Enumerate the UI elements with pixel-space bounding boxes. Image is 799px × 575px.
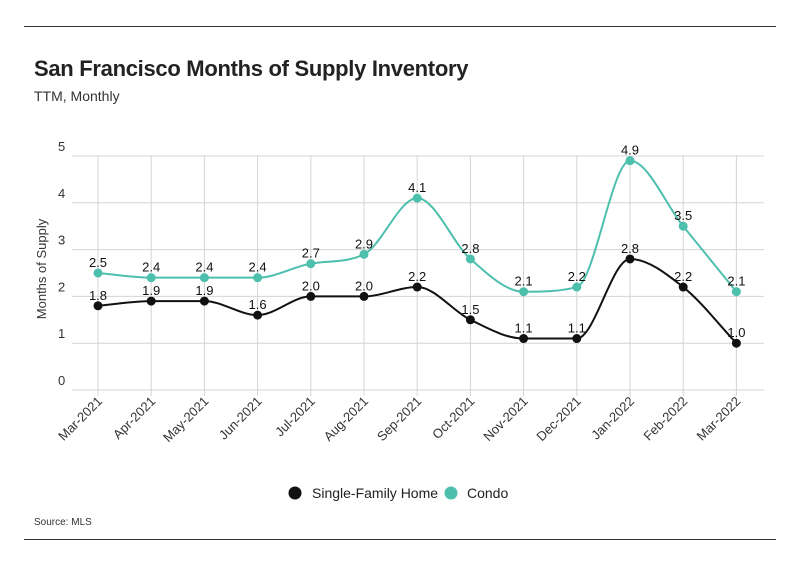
legend-marker-single-family-home [288, 486, 302, 500]
data-label-condo: 2.2 [568, 269, 586, 284]
x-tick-label: May-2021 [160, 394, 211, 445]
x-tick-label: Dec-2021 [533, 394, 583, 444]
data-label-single-family-home: 1.9 [195, 283, 213, 298]
series-group: 1.8 1.9 1.9 1.6 2.0 2.0 2.2 1.5 1.1 1.1 2.8 2.2 1.0 2… [89, 143, 745, 348]
data-label-single-family-home: 1.9 [142, 283, 160, 298]
y-tick-label: 2 [58, 279, 65, 294]
data-label-single-family-home: 2.2 [408, 269, 426, 284]
data-label-condo: 2.4 [249, 260, 267, 275]
legend-marker-condo [444, 486, 458, 500]
point-condo [199, 273, 209, 283]
x-tick-label: Jan-2022 [588, 394, 637, 443]
chart-title: San Francisco Months of Supply Inventory [34, 56, 469, 81]
point-single-family-home [412, 282, 422, 292]
data-label-condo: 4.1 [408, 180, 426, 195]
x-tick-label: Jul-2021 [272, 394, 318, 440]
x-tick-label: Nov-2021 [480, 394, 530, 444]
data-label-condo: 2.1 [515, 274, 533, 289]
point-single-family-home [253, 310, 263, 320]
point-single-family-home [678, 282, 688, 292]
point-condo [465, 254, 475, 264]
point-single-family-home [465, 315, 475, 325]
chart-subtitle: TTM, Monthly [34, 88, 120, 104]
point-condo [359, 249, 369, 259]
x-tick-label: Feb-2022 [640, 394, 690, 444]
point-condo [146, 273, 156, 283]
data-label-condo: 2.9 [355, 236, 373, 251]
y-axis-label: Months of Supply [34, 218, 49, 319]
bottom-rule [24, 539, 776, 540]
legend-label-condo: Condo [467, 485, 508, 501]
data-label-condo: 2.5 [89, 255, 107, 270]
x-tick-label: Aug-2021 [321, 394, 371, 444]
data-label-single-family-home: 1.5 [461, 302, 479, 317]
point-condo [519, 287, 529, 297]
data-label-condo: 2.4 [142, 260, 160, 275]
point-condo [678, 221, 688, 231]
point-condo [731, 287, 741, 297]
data-label-single-family-home: 2.2 [674, 269, 692, 284]
point-single-family-home [625, 254, 635, 264]
point-condo [412, 193, 422, 203]
point-condo [306, 259, 316, 269]
point-condo [625, 156, 635, 166]
y-tick-label: 4 [58, 186, 65, 201]
y-tick-label: 0 [58, 373, 65, 388]
source-note: Source: MLS [34, 517, 92, 528]
x-tick-label: Mar-2022 [694, 394, 744, 444]
x-tick-label: Jun-2021 [216, 394, 265, 443]
x-tick-label: Sep-2021 [374, 394, 424, 444]
data-label-single-family-home: 2.8 [621, 241, 639, 256]
point-condo [572, 282, 582, 292]
data-label-single-family-home: 1.1 [568, 321, 586, 336]
data-label-single-family-home: 2.0 [302, 278, 320, 293]
point-single-family-home [359, 291, 369, 301]
data-label-condo: 2.8 [461, 241, 479, 256]
x-tick-label: Apr-2021 [110, 394, 158, 442]
point-single-family-home [731, 338, 741, 348]
legend-label-single-family-home: Single-Family Home [312, 485, 438, 501]
data-label-single-family-home: 1.0 [727, 325, 745, 340]
y-tick-label: 5 [58, 139, 65, 154]
point-single-family-home [572, 334, 582, 344]
legend: Single-Family Home Condo [288, 485, 508, 501]
x-axis-ticks: Mar-2021 Apr-2021 May-2021 Jun-2021 Jul-2021… [55, 394, 743, 445]
point-single-family-home [93, 301, 103, 311]
y-axis-ticks: 0 1 2 3 4 5 [58, 139, 65, 388]
data-label-single-family-home: 1.6 [249, 297, 267, 312]
y-tick-label: 3 [58, 233, 65, 248]
series-condo: 2.5 2.4 2.4 2.4 2.7 2.9 4.1 2.8 2.1 2.2 4.9 3.5 2.1 [89, 143, 745, 297]
point-condo [253, 273, 263, 283]
point-single-family-home [519, 334, 529, 344]
data-label-single-family-home: 2.0 [355, 278, 373, 293]
data-label-condo: 4.9 [621, 143, 639, 158]
y-tick-label: 1 [58, 326, 65, 341]
data-label-single-family-home: 1.8 [89, 288, 107, 303]
point-single-family-home [199, 296, 209, 306]
data-label-single-family-home: 1.1 [515, 321, 533, 336]
data-label-condo: 2.4 [195, 260, 213, 275]
x-tick-label: Oct-2021 [429, 394, 477, 442]
data-label-condo: 3.5 [674, 208, 692, 223]
point-single-family-home [306, 291, 316, 301]
x-tick-label: Mar-2021 [55, 394, 105, 444]
point-condo [93, 268, 103, 278]
top-rule [24, 26, 776, 27]
data-label-condo: 2.7 [302, 246, 320, 261]
point-single-family-home [146, 296, 156, 306]
data-label-condo: 2.1 [727, 274, 745, 289]
series-single-family-home: 1.8 1.9 1.9 1.6 2.0 2.0 2.2 1.5 1.1 1.1 2.8 2.2 1.0 [89, 241, 745, 348]
